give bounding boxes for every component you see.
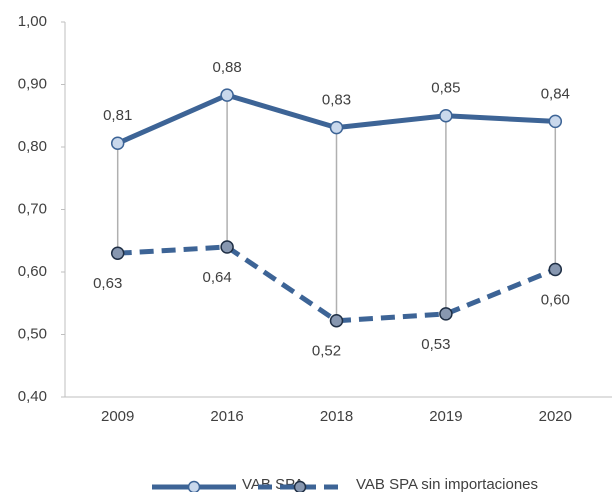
- y-tick-label: 1,00: [18, 13, 47, 30]
- x-tick-label: 2019: [429, 408, 462, 425]
- marker: [110, 246, 125, 260]
- marker: [548, 114, 563, 129]
- y-tick-label: 0,50: [18, 325, 47, 342]
- legend-marker: [293, 480, 307, 492]
- data-label: 0,83: [322, 92, 351, 109]
- legend-label: VAB SPA sin importaciones: [356, 476, 538, 492]
- data-label: 0,81: [103, 107, 132, 124]
- marker: [439, 307, 453, 321]
- x-tick-label: 2020: [539, 408, 572, 425]
- y-tick-label: 0,40: [18, 388, 47, 405]
- marker: [548, 262, 563, 277]
- data-label: 0,53: [421, 336, 450, 353]
- marker: [439, 109, 453, 123]
- marker: [329, 120, 344, 135]
- x-tick-label: 2018: [320, 408, 353, 425]
- data-label: 0,88: [212, 59, 241, 76]
- data-label: 0,85: [431, 80, 460, 97]
- legend-marker: [187, 480, 201, 492]
- x-tick-label: 2009: [101, 408, 134, 425]
- marker: [220, 240, 234, 254]
- data-label: 0,52: [312, 343, 341, 360]
- data-label: 0,63: [93, 275, 122, 292]
- data-label: 0,60: [541, 291, 570, 308]
- data-label: 0,84: [541, 85, 570, 102]
- y-tick-label: 0,80: [18, 138, 47, 155]
- marker: [110, 136, 125, 150]
- marker: [220, 88, 234, 102]
- y-tick-label: 0,60: [18, 263, 47, 280]
- marker: [329, 314, 344, 328]
- x-tick-label: 2016: [210, 408, 243, 425]
- y-tick-label: 0,70: [18, 200, 47, 217]
- series-line: [117, 244, 557, 324]
- data-label: 0,64: [202, 269, 231, 286]
- y-tick-label: 0,90: [18, 75, 47, 92]
